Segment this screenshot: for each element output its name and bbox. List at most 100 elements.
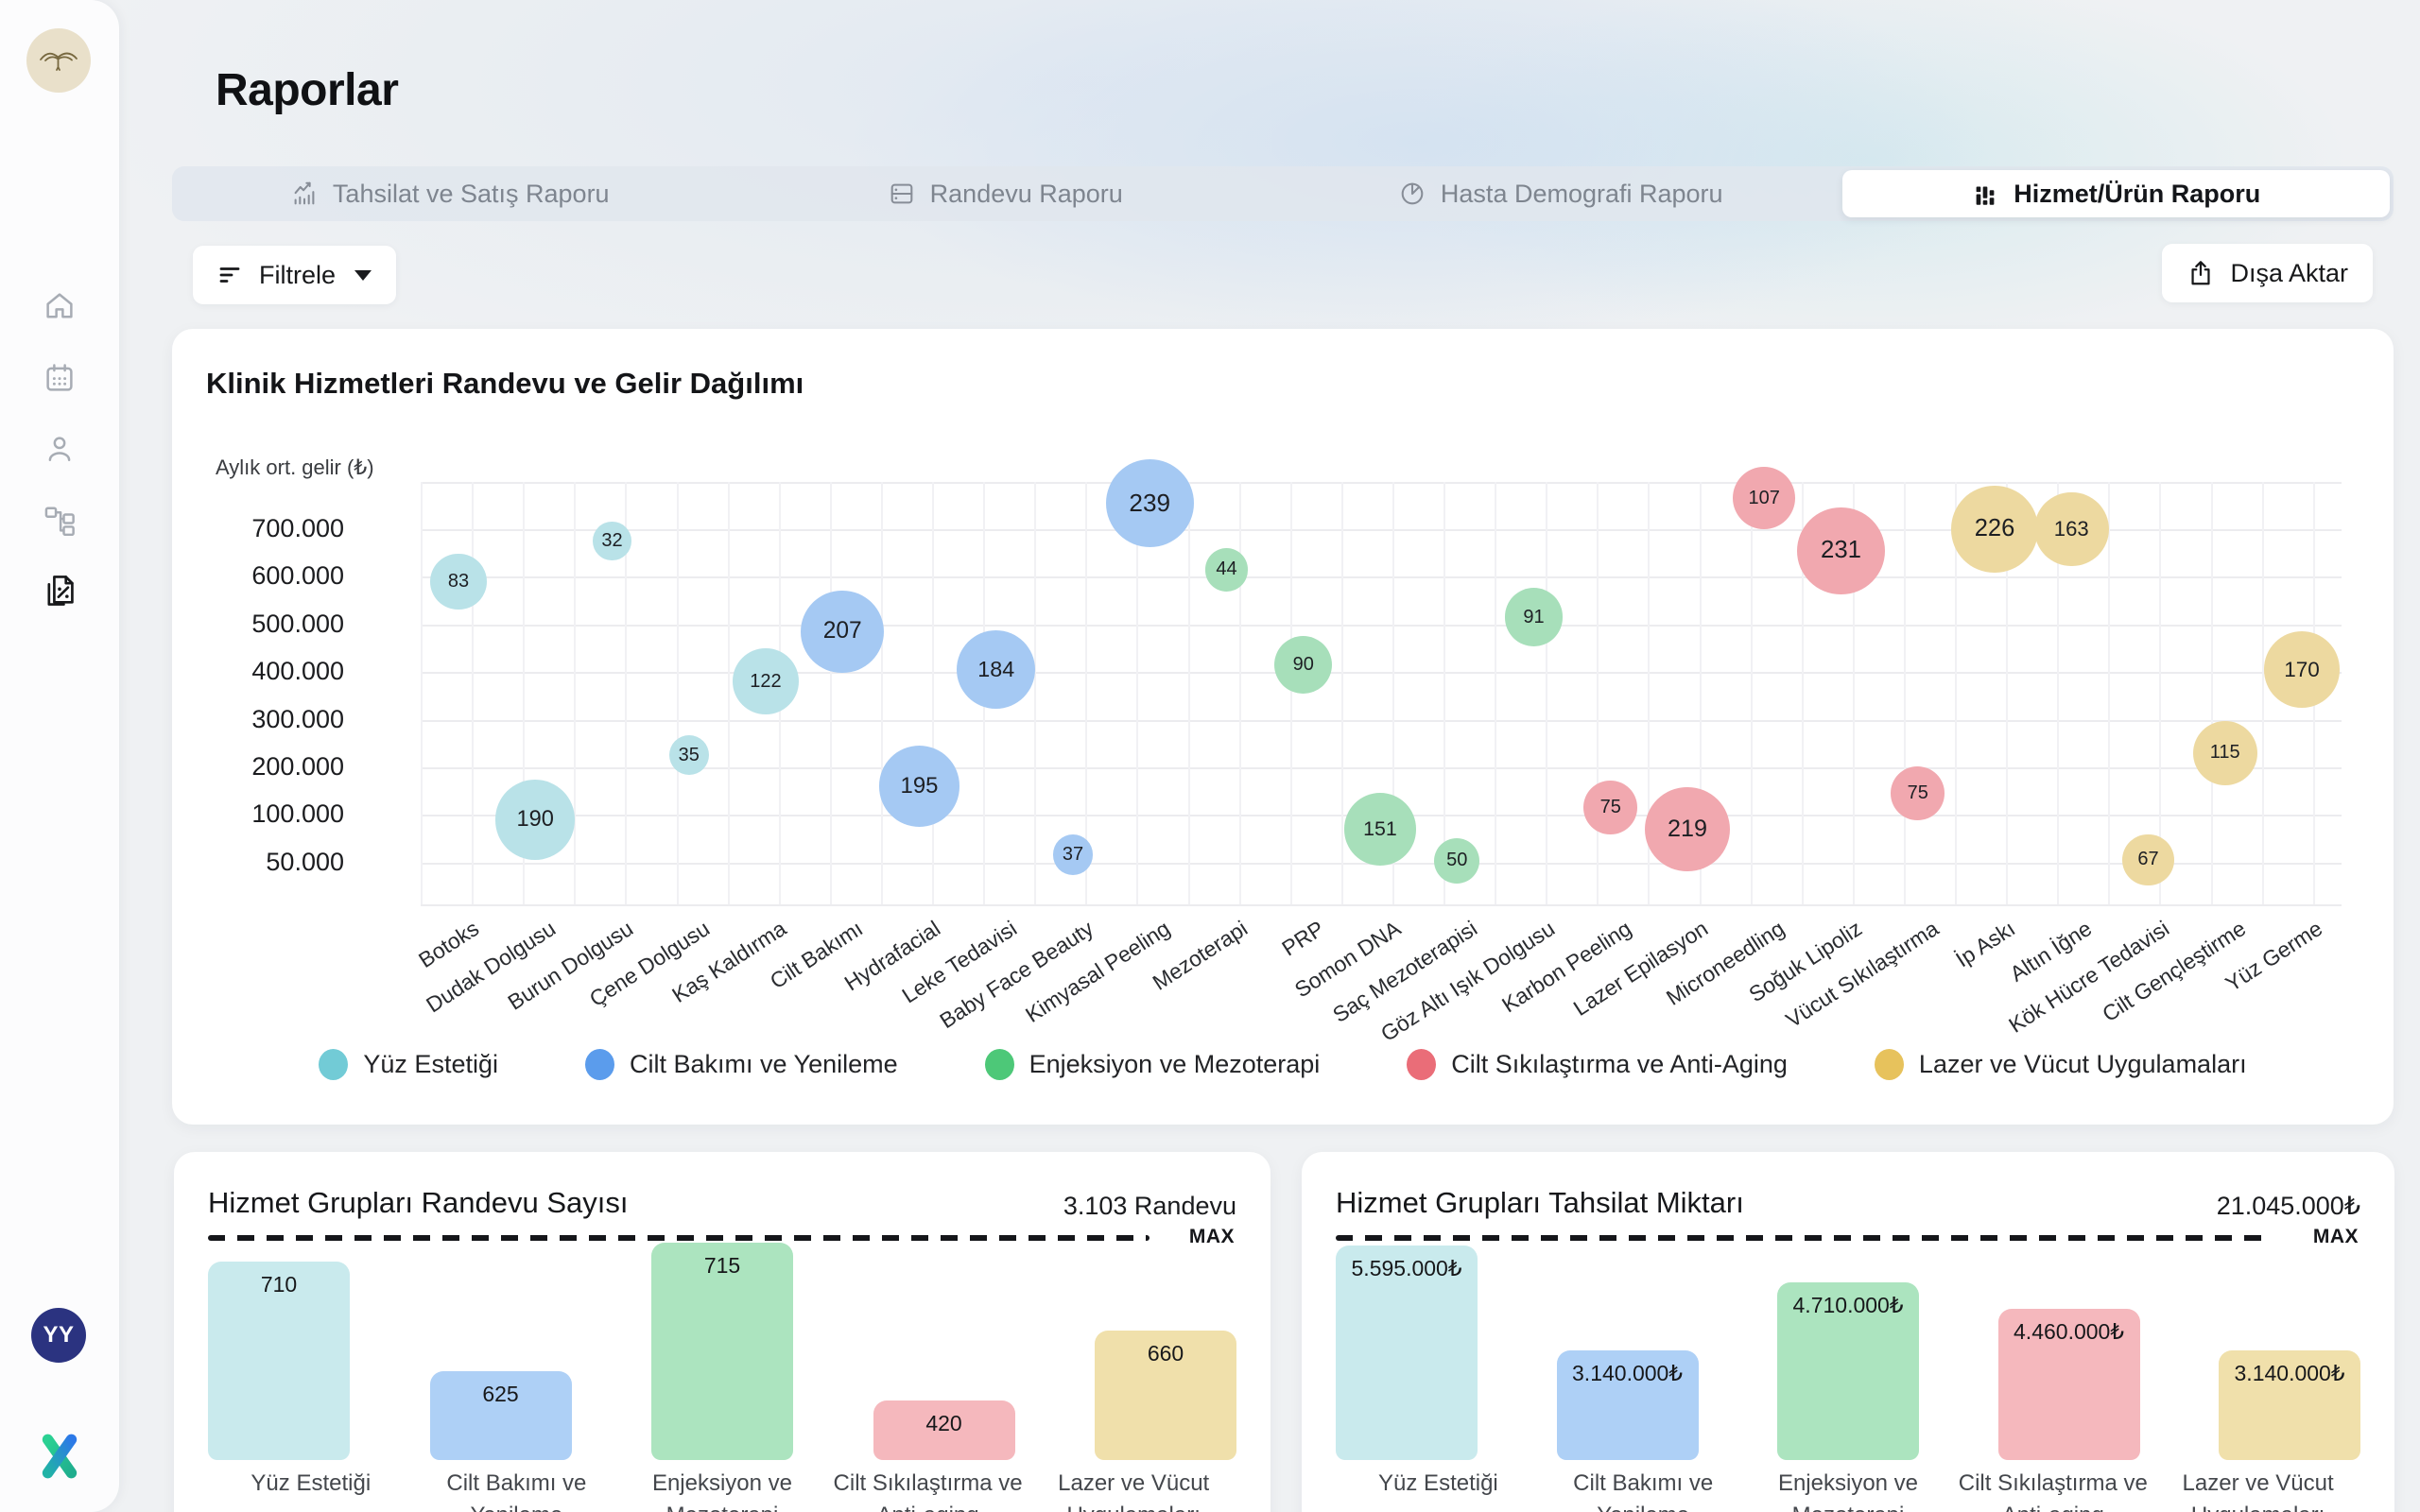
- sidebar-item-reports[interactable]: [42, 573, 78, 609]
- chart-bubble-6[interactable]: 207: [801, 590, 885, 674]
- bar-5[interactable]: 3.140.000₺: [2219, 1350, 2360, 1460]
- sales-chart-icon: [290, 180, 319, 208]
- chart-bubble-10[interactable]: 239: [1105, 458, 1194, 548]
- bubble-value-label: 50: [1446, 850, 1468, 871]
- gridline-horizontal: [421, 529, 2342, 531]
- legend-color-dot: [319, 1049, 349, 1080]
- gridline-vertical: [2057, 482, 2060, 904]
- gridline-vertical: [2006, 482, 2009, 904]
- legend-item[interactable]: Yüz Estetiği: [319, 1049, 498, 1080]
- tab-label: Hizmet/Ürün Raporu: [2014, 179, 2261, 208]
- legend-item[interactable]: Enjeksiyon ve Mezoterapi: [984, 1049, 1321, 1080]
- legend-label: Yüz Estetiği: [363, 1050, 498, 1078]
- gridline-vertical: [1085, 482, 1088, 904]
- bar-3[interactable]: 715: [651, 1243, 793, 1460]
- sidebar-item-calendar[interactable]: [42, 360, 78, 396]
- chart-bubble-21[interactable]: 226: [1951, 486, 2038, 573]
- page-title: Raporlar: [216, 65, 399, 115]
- panel-total: 21.045.000₺: [2216, 1192, 2360, 1220]
- chart-bubble-17[interactable]: 219: [1645, 786, 1730, 872]
- legend-label: Enjeksiyon ve Mezoterapi: [1028, 1050, 1321, 1078]
- tab-hasta-demografi[interactable]: Hasta Demografi Raporu: [1287, 170, 1835, 217]
- bubble-value-label: 35: [678, 744, 700, 765]
- chart-bubble-2[interactable]: 190: [495, 780, 576, 860]
- bar-value-label: 5.595.000₺: [1351, 1256, 1462, 1280]
- chart-bubble-5[interactable]: 122: [733, 648, 799, 715]
- chart-bubble-3[interactable]: 32: [593, 522, 631, 560]
- chart-bubble-20[interactable]: 75: [1891, 766, 1945, 821]
- chart-bubble-8[interactable]: 184: [957, 630, 1036, 710]
- legend-color-dot: [984, 1049, 1014, 1080]
- bubble-value-label: 32: [601, 530, 623, 552]
- bar-3[interactable]: 4.710.000₺: [1777, 1282, 1919, 1460]
- y-axis-title: Aylık ort. gelir (₺): [216, 455, 374, 479]
- gridline-vertical: [1289, 482, 1292, 904]
- chart-bubble-14[interactable]: 50: [1434, 837, 1480, 884]
- export-button[interactable]: Dışa Aktar: [2162, 244, 2373, 302]
- appointments-bar-panel: Hizmet Grupları Randevu Sayısı 3.103 Ran…: [174, 1152, 1270, 1512]
- sidebar-item-patients[interactable]: [42, 431, 78, 467]
- bar-2[interactable]: 625: [429, 1371, 572, 1460]
- bubble-value-label: 107: [1748, 487, 1780, 508]
- bar-1[interactable]: 5.595.000₺: [1336, 1246, 1478, 1460]
- chart-bubble-16[interactable]: 75: [1583, 781, 1638, 835]
- bar-slot: 3.140.000₺: [1556, 1243, 1699, 1460]
- bubble-plot-area: 83 Botoks 190 Dudak Dolgusu 32 Burun Dolgusu 3…: [414, 458, 2342, 1046]
- bar-4[interactable]: 420: [873, 1400, 1015, 1460]
- legend-label: Cilt Bakımı ve Yenileme: [629, 1050, 898, 1078]
- chart-bubble-22[interactable]: 163: [2033, 491, 2109, 567]
- bar-category-label: Yüz Estetiği: [1378, 1470, 1498, 1496]
- chart-bubble-19[interactable]: 231: [1797, 507, 1885, 594]
- tab-hizmet-urun[interactable]: Hizmet/Ürün Raporu: [1841, 170, 2390, 217]
- chart-bubble-12[interactable]: 90: [1274, 636, 1333, 695]
- chart-bubble-24[interactable]: 115: [2192, 720, 2257, 785]
- chart-bubble-7[interactable]: 195: [878, 746, 960, 827]
- chart-bubble-11[interactable]: 44: [1204, 547, 1249, 592]
- chart-bubble-4[interactable]: 35: [668, 735, 709, 776]
- filter-label: Filtrele: [259, 260, 337, 289]
- max-dashed-line: [1336, 1235, 2273, 1241]
- legend-item[interactable]: Cilt Sıkılaştırma ve Anti-Aging: [1407, 1049, 1788, 1080]
- legend-item[interactable]: Lazer ve Vücut Uygulamaları: [1874, 1049, 2247, 1080]
- bubble-chart-card: Klinik Hizmetleri Randevu ve Gelir Dağıl…: [172, 329, 2394, 1125]
- sidebar-item-home[interactable]: [42, 288, 78, 324]
- chart-bubble-1[interactable]: 83: [430, 553, 487, 610]
- bar-2[interactable]: 3.140.000₺: [1556, 1350, 1699, 1460]
- gridline-vertical: [829, 482, 832, 904]
- chart-bubble-9[interactable]: 37: [1052, 834, 1094, 876]
- service-bars-icon: [1971, 180, 1999, 208]
- chart-bubble-25[interactable]: 170: [2263, 631, 2341, 708]
- bar-slot: 715: [651, 1243, 793, 1460]
- chart-bubble-13[interactable]: 151: [1343, 793, 1417, 866]
- filter-button[interactable]: Filtrele: [193, 246, 397, 304]
- sidebar-item-services[interactable]: [42, 501, 78, 537]
- bars-row: 5.595.000₺ 3.140.000₺ 4.710.000₺ 4.460.000₺…: [1336, 1243, 2360, 1460]
- tab-tahsilat-satis[interactable]: Tahsilat ve Satış Raporu: [176, 170, 724, 217]
- bubble-value-label: 44: [1216, 558, 1237, 580]
- bar-4[interactable]: 4.460.000₺: [1997, 1309, 2140, 1460]
- gridline-vertical: [1852, 482, 1855, 904]
- chart-bubble-23[interactable]: 67: [2122, 833, 2174, 885]
- demographics-pie-icon: [1398, 180, 1426, 208]
- chart-bubble-18[interactable]: 107: [1733, 467, 1796, 530]
- gridline-vertical: [1443, 482, 1445, 904]
- bar-slot: 4.460.000₺: [1997, 1243, 2140, 1460]
- gridline-vertical: [574, 482, 577, 904]
- gridline-vertical: [625, 482, 628, 904]
- bar-5[interactable]: 660: [1095, 1331, 1236, 1460]
- gridline-vertical: [1495, 482, 1497, 904]
- bubble-value-label: 90: [1292, 654, 1314, 676]
- bar-value-label: 710: [260, 1272, 298, 1297]
- y-tick-label: 200.000: [251, 752, 344, 781]
- chevron-down-icon: [354, 269, 372, 281]
- bar-1[interactable]: 710: [208, 1262, 350, 1460]
- bubble-value-label: 151: [1363, 817, 1397, 840]
- tab-randevu[interactable]: Randevu Raporu: [732, 170, 1280, 217]
- panel-total: 3.103 Randevu: [1063, 1192, 1236, 1220]
- user-avatar[interactable]: YY: [31, 1308, 86, 1363]
- chart-bubble-15[interactable]: 91: [1504, 588, 1564, 646]
- gridline-horizontal: [421, 904, 2342, 906]
- legend-item[interactable]: Cilt Bakımı ve Yenileme: [584, 1049, 898, 1080]
- appointments-rows-icon: [888, 180, 916, 208]
